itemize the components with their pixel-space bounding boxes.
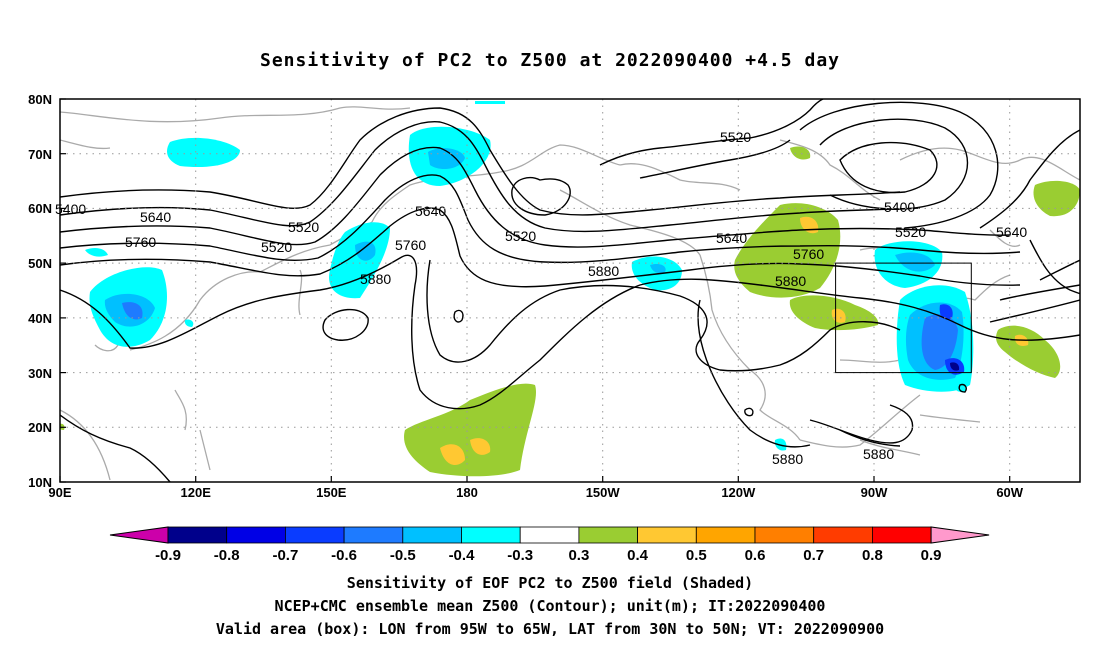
colorbar-swatch (872, 526, 932, 544)
lat-label: 40N (28, 311, 52, 326)
valid-area-box (835, 262, 972, 374)
colorbar-label: -0.4 (449, 547, 476, 564)
contour-label: 5760 (793, 246, 824, 262)
colorbar: -0.9 -0.8 -0.7 -0.6 -0.5 -0.4 -0.3 0.3 0.4 0.5 0.6… (109, 526, 990, 564)
positive-sensitivity-areas (60, 146, 1080, 477)
z500-contours (60, 99, 1080, 482)
lat-label: 30N (28, 366, 52, 381)
colorbar-label: 0.7 (803, 547, 824, 564)
gridlines (60, 99, 1080, 482)
colorbar-swatch (519, 526, 580, 544)
contour-label: 5880 (360, 271, 391, 287)
contour-label: 5400 (55, 201, 86, 217)
colorbar-label: 0.8 (862, 547, 883, 564)
lat-label: 60N (28, 201, 52, 216)
colorbar-swatch (813, 526, 873, 544)
colorbar-high-arrow (930, 526, 990, 544)
colorbar-label: -0.8 (214, 547, 240, 564)
caption-line-2: NCEP+CMC ensemble mean Z500 (Contour); u… (274, 597, 826, 615)
colorbar-swatch (343, 526, 404, 544)
colorbar-swatch (402, 526, 462, 544)
colorbar-label: 0.3 (568, 547, 589, 564)
map-frame (59, 98, 1081, 483)
colorbar-label: -0.9 (155, 547, 181, 564)
contour-label: 5760 (395, 237, 426, 253)
contour-label: 5640 (140, 209, 171, 225)
lat-label: 10N (28, 475, 52, 490)
lon-label: 90E (48, 485, 71, 500)
latitude-labels: 80N 70N 60N 50N 40N 30N 20N 10N (28, 92, 52, 490)
colorbar-low-arrow (109, 526, 169, 544)
longitude-labels: 90E 120E 150E 180 150W 120W 90W 60W (48, 485, 1023, 500)
colorbar-swatch (754, 526, 815, 544)
colorbar-label: 0.4 (627, 547, 649, 564)
contour-label: 5880 (772, 451, 803, 467)
lat-label: 80N (28, 92, 52, 107)
colorbar-label: 0.9 (921, 547, 942, 564)
coastlines (60, 106, 1080, 481)
contour-label: 5520 (505, 228, 536, 244)
colorbar-label: 0.5 (686, 547, 707, 564)
contour-label: 5520 (720, 129, 751, 145)
lat-label: 70N (28, 147, 52, 162)
colorbar-swatch (637, 526, 697, 544)
colorbar-label: -0.7 (272, 547, 298, 564)
contour-label: 5880 (775, 273, 806, 289)
caption-line-3: Valid area (box): LON from 95W to 65W, L… (215, 620, 885, 638)
lon-label: 120E (181, 485, 212, 500)
lon-label: 120W (721, 485, 756, 500)
colorbar-swatch (695, 526, 756, 544)
contour-label: 5880 (588, 263, 619, 279)
colorbar-label: -0.5 (390, 547, 416, 564)
tick-marks (59, 98, 1011, 483)
contour-label: 5520 (895, 224, 926, 240)
negative-sensitivity-areas (85, 101, 974, 451)
contour-label: 5520 (261, 239, 292, 255)
colorbar-swatch (461, 526, 521, 544)
chart-title: Sensitivity of PC2 to Z500 at 2022090400… (259, 50, 840, 71)
contour-label: 5880 (863, 446, 894, 462)
colorbar-swatch (226, 526, 286, 544)
contour-label: 5520 (288, 219, 319, 235)
lon-label: 150W (586, 485, 621, 500)
contour-label: 5400 (884, 199, 915, 215)
lon-label: 180 (456, 485, 478, 500)
contour-label: 5640 (996, 224, 1027, 240)
colorbar-swatch (578, 526, 639, 544)
colorbar-label: 0.6 (745, 547, 766, 564)
lat-label: 50N (28, 256, 52, 271)
lon-label: 60W (996, 485, 1023, 500)
colorbar-swatch (284, 526, 345, 544)
contour-label: 5760 (125, 234, 156, 250)
colorbar-label: -0.6 (331, 547, 357, 564)
contour-label: 5640 (716, 230, 747, 246)
colorbar-swatch (167, 526, 228, 544)
lat-label: 20N (28, 420, 52, 435)
contour-label: 5640 (415, 203, 446, 219)
colorbar-label: -0.3 (507, 547, 533, 564)
lon-label: 150E (316, 485, 347, 500)
lon-label: 90W (861, 485, 888, 500)
contour-labels: 5400 5520 5640 5760 5880 5400 5520 5640 … (55, 129, 1027, 467)
caption-line-1: Sensitivity of EOF PC2 to Z500 field (Sh… (346, 574, 754, 592)
